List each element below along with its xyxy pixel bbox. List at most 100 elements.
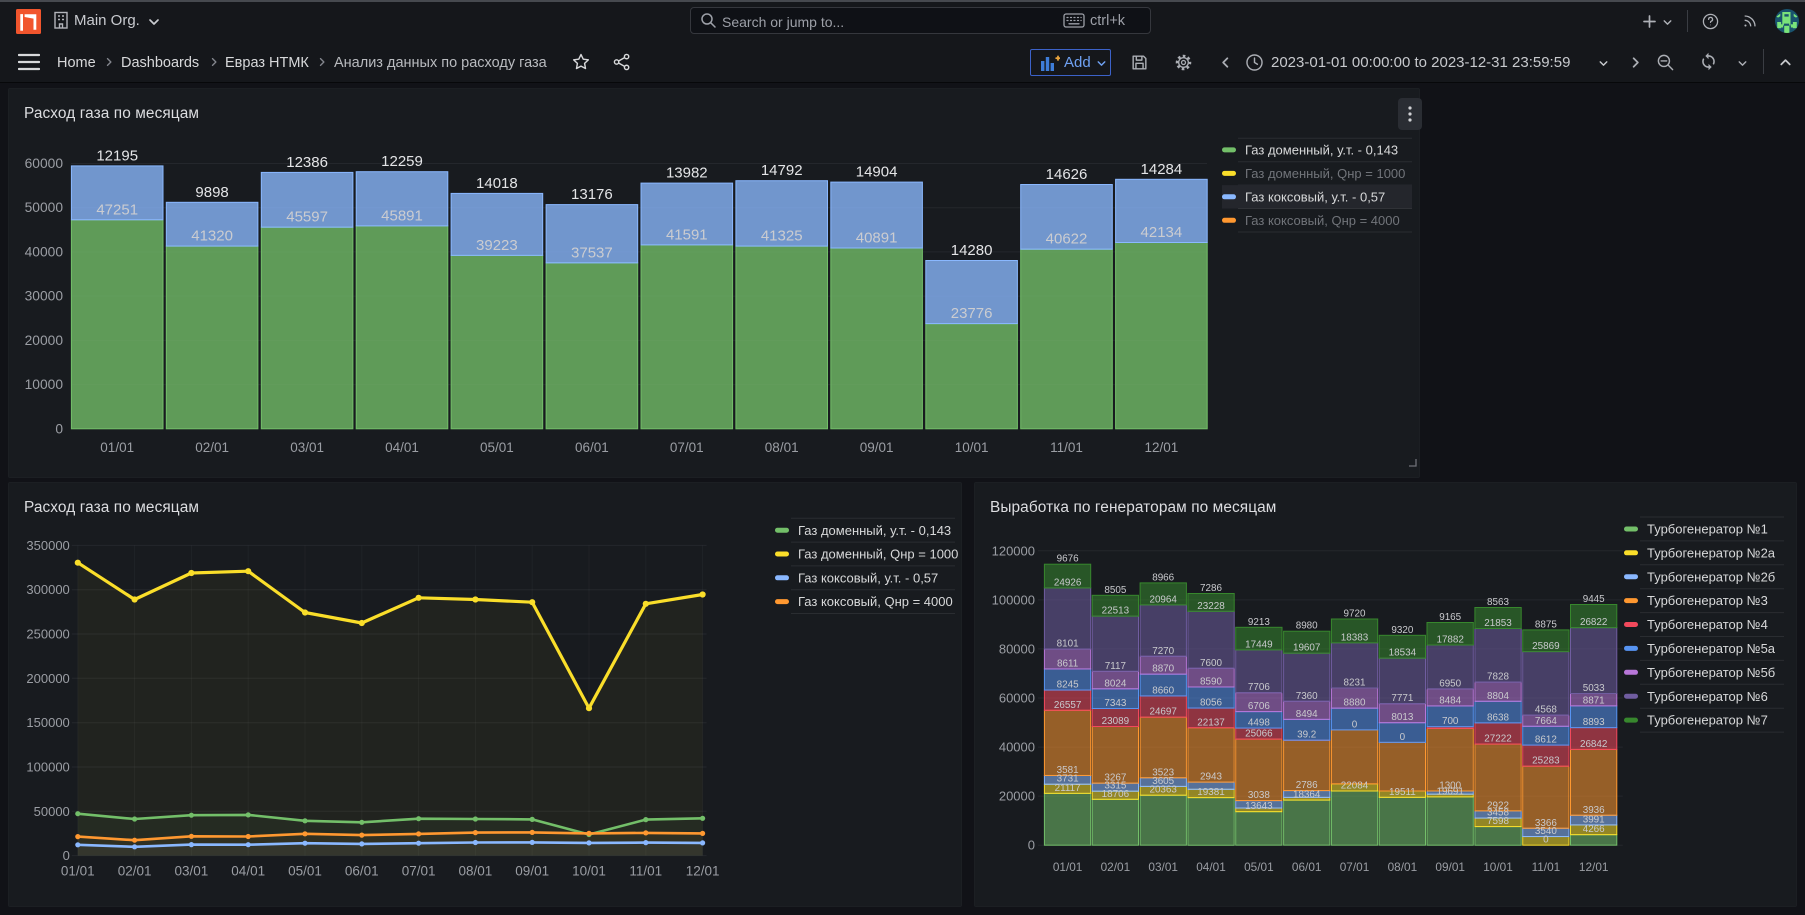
svg-text:0: 0 bbox=[55, 421, 63, 436]
svg-text:25066: 25066 bbox=[1245, 729, 1273, 740]
svg-text:40622: 40622 bbox=[1046, 231, 1088, 248]
svg-text:25869: 25869 bbox=[1532, 641, 1560, 652]
svg-text:04/01: 04/01 bbox=[231, 864, 265, 879]
svg-text:18383: 18383 bbox=[1341, 632, 1369, 643]
svg-text:09/01: 09/01 bbox=[1435, 860, 1465, 874]
svg-text:8966: 8966 bbox=[1152, 572, 1174, 583]
svg-text:17449: 17449 bbox=[1245, 639, 1273, 650]
svg-text:06/01: 06/01 bbox=[345, 864, 379, 879]
svg-text:20000: 20000 bbox=[999, 789, 1035, 804]
svg-text:6950: 6950 bbox=[1439, 678, 1461, 689]
svg-text:37537: 37537 bbox=[571, 244, 613, 261]
svg-text:06/01: 06/01 bbox=[1292, 860, 1322, 874]
svg-text:14284: 14284 bbox=[1141, 161, 1183, 178]
svg-text:02/01: 02/01 bbox=[195, 440, 229, 455]
svg-text:26822: 26822 bbox=[1580, 617, 1607, 628]
svg-text:3038: 3038 bbox=[1248, 790, 1270, 801]
svg-text:3523: 3523 bbox=[1152, 767, 1174, 778]
svg-text:Турбогенератор №1: Турбогенератор №1 bbox=[1647, 522, 1768, 537]
svg-text:19381: 19381 bbox=[1197, 787, 1225, 798]
svg-text:8563: 8563 bbox=[1487, 597, 1509, 608]
svg-text:2922: 2922 bbox=[1487, 800, 1509, 811]
svg-text:4498: 4498 bbox=[1248, 718, 1270, 729]
svg-text:9676: 9676 bbox=[1057, 554, 1079, 565]
svg-text:10/01: 10/01 bbox=[1483, 860, 1513, 874]
svg-text:11/01: 11/01 bbox=[629, 864, 662, 879]
svg-text:0: 0 bbox=[63, 848, 70, 863]
svg-text:Газ коксовый, у.т. - 0,57: Газ коксовый, у.т. - 0,57 bbox=[798, 570, 938, 585]
svg-text:20964: 20964 bbox=[1149, 594, 1177, 605]
svg-text:0: 0 bbox=[1352, 719, 1358, 730]
svg-text:8494: 8494 bbox=[1296, 709, 1318, 720]
svg-text:01/01: 01/01 bbox=[1053, 860, 1083, 874]
svg-text:6706: 6706 bbox=[1248, 701, 1270, 712]
svg-text:8612: 8612 bbox=[1535, 735, 1557, 746]
svg-text:7706: 7706 bbox=[1248, 682, 1270, 693]
svg-text:7828: 7828 bbox=[1487, 672, 1509, 683]
svg-text:20000: 20000 bbox=[25, 333, 64, 348]
svg-text:9445: 9445 bbox=[1583, 594, 1605, 605]
svg-text:14904: 14904 bbox=[856, 164, 898, 181]
svg-text:23228: 23228 bbox=[1197, 601, 1225, 612]
svg-text:41320: 41320 bbox=[191, 228, 233, 245]
svg-text:Турбогенератор №5б: Турбогенератор №5б bbox=[1647, 665, 1775, 680]
svg-text:12/01: 12/01 bbox=[686, 864, 720, 879]
svg-text:8611: 8611 bbox=[1057, 658, 1079, 669]
svg-text:4266: 4266 bbox=[1583, 824, 1605, 835]
svg-text:3540: 3540 bbox=[1535, 826, 1557, 837]
svg-text:24926: 24926 bbox=[1054, 577, 1082, 588]
svg-text:8638: 8638 bbox=[1487, 712, 1509, 723]
svg-text:05/01: 05/01 bbox=[1244, 860, 1274, 874]
svg-text:8870: 8870 bbox=[1152, 664, 1174, 675]
svg-text:Турбогенератор №3: Турбогенератор №3 bbox=[1647, 593, 1768, 608]
svg-text:200000: 200000 bbox=[26, 671, 69, 686]
svg-text:7117: 7117 bbox=[1105, 661, 1126, 672]
svg-text:2943: 2943 bbox=[1200, 772, 1222, 783]
svg-text:11/01: 11/01 bbox=[1050, 440, 1083, 455]
svg-text:07/01: 07/01 bbox=[402, 864, 436, 879]
svg-text:Турбогенератор №2б: Турбогенератор №2б bbox=[1647, 569, 1775, 584]
svg-text:3366: 3366 bbox=[1535, 818, 1557, 829]
svg-text:23089: 23089 bbox=[1102, 716, 1130, 727]
svg-text:12/01: 12/01 bbox=[1145, 440, 1179, 455]
svg-text:7270: 7270 bbox=[1152, 646, 1174, 657]
svg-text:250000: 250000 bbox=[26, 627, 69, 642]
svg-text:05/01: 05/01 bbox=[288, 864, 322, 879]
svg-text:12259: 12259 bbox=[381, 153, 423, 170]
svg-text:41325: 41325 bbox=[761, 228, 803, 245]
svg-text:02/01: 02/01 bbox=[1101, 860, 1131, 874]
svg-text:8024: 8024 bbox=[1104, 678, 1126, 689]
svg-text:8231: 8231 bbox=[1344, 678, 1366, 689]
svg-text:22084: 22084 bbox=[1341, 781, 1369, 792]
svg-text:120000: 120000 bbox=[992, 543, 1035, 558]
svg-text:24697: 24697 bbox=[1149, 707, 1176, 718]
svg-text:3991: 3991 bbox=[1583, 814, 1605, 825]
svg-text:8245: 8245 bbox=[1057, 680, 1079, 691]
svg-text:8101: 8101 bbox=[1057, 639, 1079, 650]
svg-text:0: 0 bbox=[1543, 835, 1549, 846]
svg-text:05/01: 05/01 bbox=[480, 440, 514, 455]
svg-text:20363: 20363 bbox=[1149, 785, 1177, 796]
svg-text:10000: 10000 bbox=[25, 377, 64, 392]
svg-text:39.2: 39.2 bbox=[1297, 730, 1316, 741]
svg-text:07/01: 07/01 bbox=[1340, 860, 1370, 874]
svg-text:8660: 8660 bbox=[1152, 685, 1174, 696]
svg-text:19691: 19691 bbox=[1436, 786, 1464, 797]
svg-text:350000: 350000 bbox=[26, 538, 69, 553]
svg-text:22513: 22513 bbox=[1102, 606, 1130, 617]
svg-text:8590: 8590 bbox=[1200, 677, 1222, 688]
svg-text:08/01: 08/01 bbox=[765, 440, 799, 455]
svg-text:03/01: 03/01 bbox=[1148, 860, 1178, 874]
svg-text:12386: 12386 bbox=[286, 154, 328, 171]
svg-text:19511: 19511 bbox=[1389, 787, 1416, 798]
svg-text:47251: 47251 bbox=[96, 201, 138, 218]
svg-text:60000: 60000 bbox=[25, 156, 64, 171]
svg-text:0: 0 bbox=[1028, 838, 1035, 853]
svg-text:0: 0 bbox=[1400, 732, 1406, 743]
svg-text:42134: 42134 bbox=[1141, 224, 1183, 241]
svg-text:14280: 14280 bbox=[951, 242, 993, 259]
svg-text:3581: 3581 bbox=[1057, 765, 1079, 776]
svg-text:01/01: 01/01 bbox=[100, 440, 134, 455]
svg-text:8875: 8875 bbox=[1535, 619, 1557, 630]
svg-text:01/01: 01/01 bbox=[61, 864, 95, 879]
